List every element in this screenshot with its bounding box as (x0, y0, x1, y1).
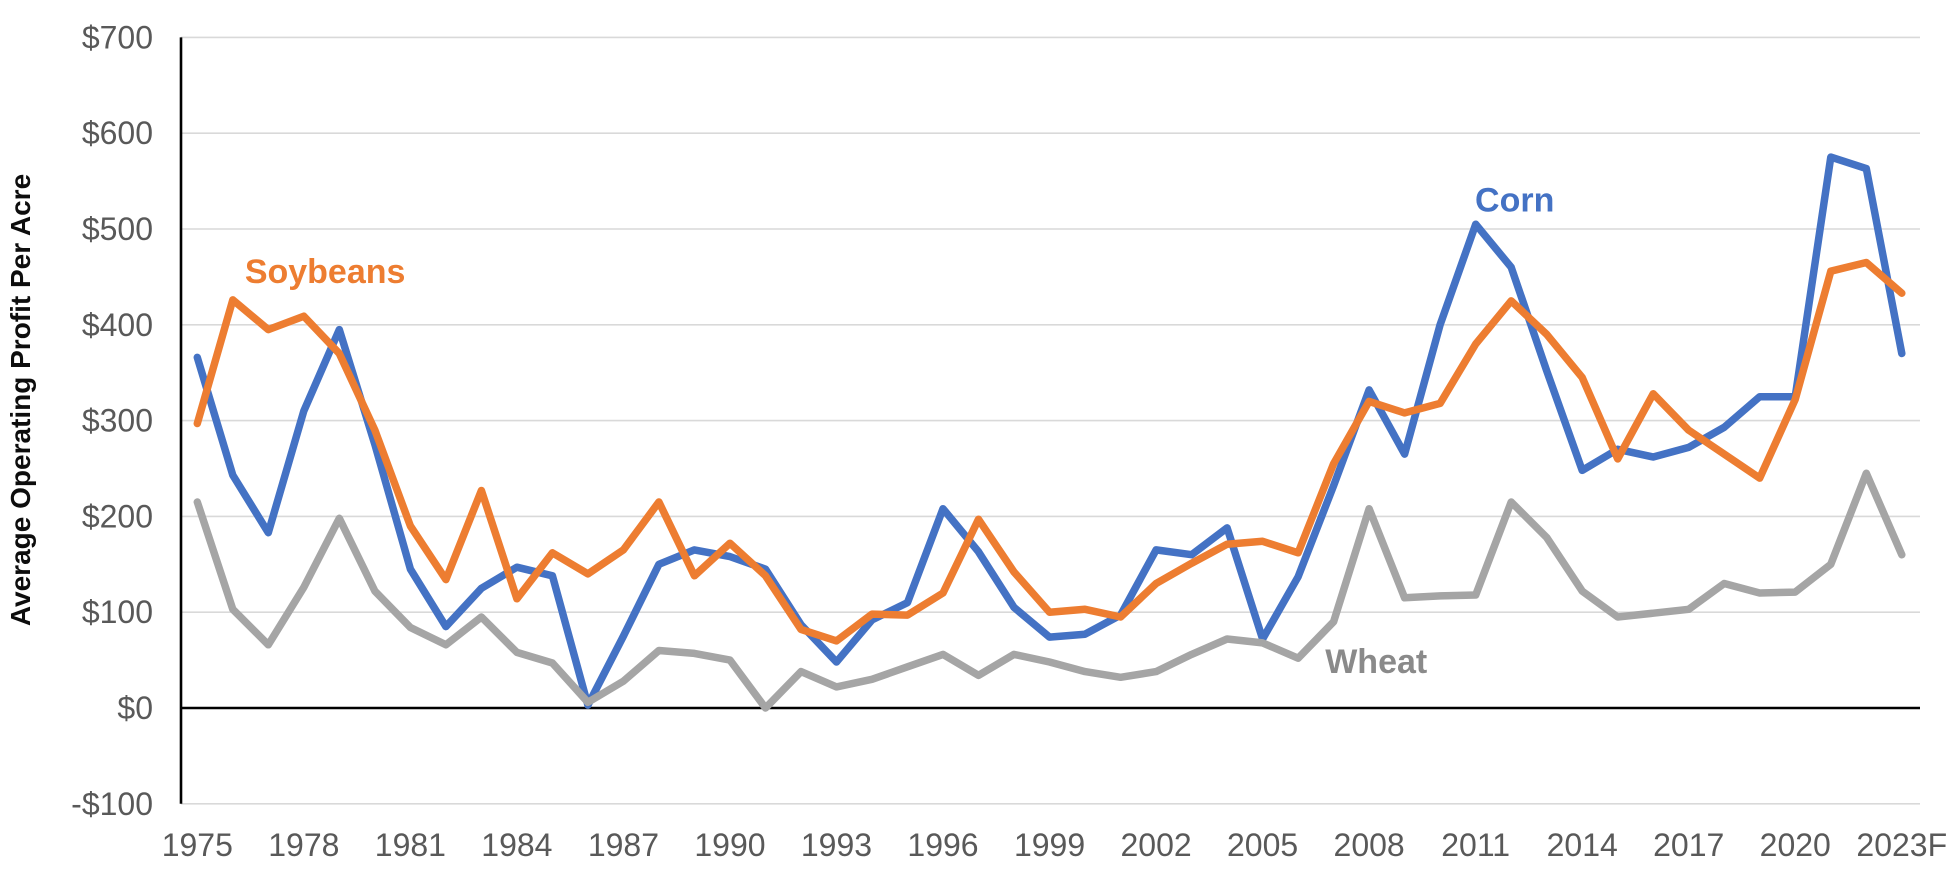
series-lines (193, 153, 1906, 712)
axis-lines (179, 37, 1920, 804)
y-tick-label--100: -$100 (71, 786, 153, 822)
x-tick-label-1975: 1975 (162, 827, 233, 863)
series-inline-labels: Soybeans Corn Wheat (245, 181, 1555, 681)
x-tick-label-2023F: 2023F (1856, 827, 1947, 863)
wheat-series-label: Wheat (1325, 643, 1427, 681)
y-tick-label-400: $400 (82, 307, 153, 343)
x-tick-label-1993: 1993 (801, 827, 872, 863)
x-tick-label-2011: 2011 (1441, 827, 1510, 863)
x-tick-label-2020: 2020 (1760, 827, 1831, 863)
y-tick-label-700: $700 (82, 19, 153, 55)
y-tick-label-0: $0 (117, 690, 153, 726)
corn-series-label: Corn (1475, 181, 1554, 219)
x-tick-label-1984: 1984 (481, 827, 552, 863)
x-tick-label-1981: 1981 (375, 827, 446, 863)
x-tick-label-1996: 1996 (907, 827, 978, 863)
soybeans-series-label: Soybeans (245, 253, 406, 291)
y-tick-label-200: $200 (82, 498, 153, 534)
x-tick-label-2005: 2005 (1227, 827, 1298, 863)
corn-line (193, 153, 1906, 709)
x-tick-label-2008: 2008 (1334, 827, 1405, 863)
x-tick-label-2002: 2002 (1120, 827, 1191, 863)
wheat-line (193, 469, 1906, 712)
y-tick-label-600: $600 (82, 115, 153, 151)
x-tick-label-1999: 1999 (1014, 827, 1085, 863)
y-tick-label-100: $100 (82, 594, 153, 630)
x-tick-label-1987: 1987 (588, 827, 659, 863)
y-axis-title: Average Operating Profit Per Acre (5, 174, 36, 626)
y-tick-label-300: $300 (82, 403, 153, 439)
soybeans-line (193, 258, 1906, 645)
x-tick-label-1990: 1990 (694, 827, 765, 863)
x-tick-label-2014: 2014 (1547, 827, 1618, 863)
x-tick-label-1978: 1978 (268, 827, 339, 863)
y-tick-label-500: $500 (82, 211, 153, 247)
x-tick-label-2017: 2017 (1653, 827, 1724, 863)
x-axis-tick-labels: 1975 1978 1981 1984 1987 1990 1993 1996 1999 2002… (162, 827, 1947, 863)
gridlines (181, 36, 1920, 805)
y-axis-tick-labels: $700 $600 $500 $400 $300 $200 $100 $0 -$100 (71, 19, 153, 821)
